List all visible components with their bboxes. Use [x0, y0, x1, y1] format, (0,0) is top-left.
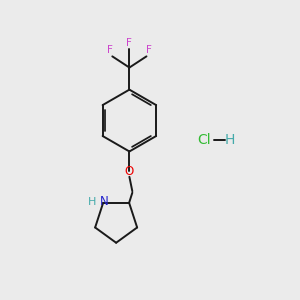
Text: F: F	[107, 45, 113, 55]
Text: N: N	[100, 195, 109, 208]
Text: F: F	[146, 45, 152, 55]
Text: O: O	[125, 165, 134, 178]
Text: F: F	[127, 38, 132, 48]
Text: H: H	[88, 196, 96, 207]
Text: Cl: Cl	[198, 133, 211, 147]
Text: H: H	[225, 133, 235, 147]
